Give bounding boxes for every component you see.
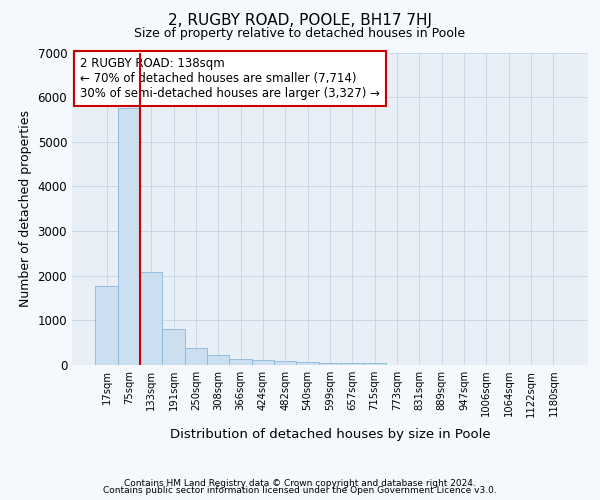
- Text: 2, RUGBY ROAD, POOLE, BH17 7HJ: 2, RUGBY ROAD, POOLE, BH17 7HJ: [168, 12, 432, 28]
- Bar: [364, 363, 386, 365]
- Bar: [118, 108, 140, 365]
- Bar: [341, 363, 364, 365]
- Text: 2 RUGBY ROAD: 138sqm
← 70% of detached houses are smaller (7,714)
30% of semi-de: 2 RUGBY ROAD: 138sqm ← 70% of detached h…: [80, 57, 380, 100]
- Bar: [207, 354, 229, 365]
- Text: Contains public sector information licensed under the Open Government Licence v3: Contains public sector information licen…: [103, 486, 497, 495]
- Bar: [140, 272, 163, 365]
- Bar: [163, 330, 185, 365]
- Bar: [252, 360, 274, 365]
- Y-axis label: Number of detached properties: Number of detached properties: [19, 110, 32, 307]
- Bar: [319, 362, 341, 365]
- Bar: [95, 286, 118, 365]
- Text: Contains HM Land Registry data © Crown copyright and database right 2024.: Contains HM Land Registry data © Crown c…: [124, 478, 476, 488]
- Text: Size of property relative to detached houses in Poole: Size of property relative to detached ho…: [134, 28, 466, 40]
- Bar: [274, 362, 296, 365]
- Bar: [296, 362, 319, 365]
- X-axis label: Distribution of detached houses by size in Poole: Distribution of detached houses by size …: [170, 428, 490, 440]
- Bar: [229, 359, 252, 365]
- Bar: [185, 348, 207, 365]
